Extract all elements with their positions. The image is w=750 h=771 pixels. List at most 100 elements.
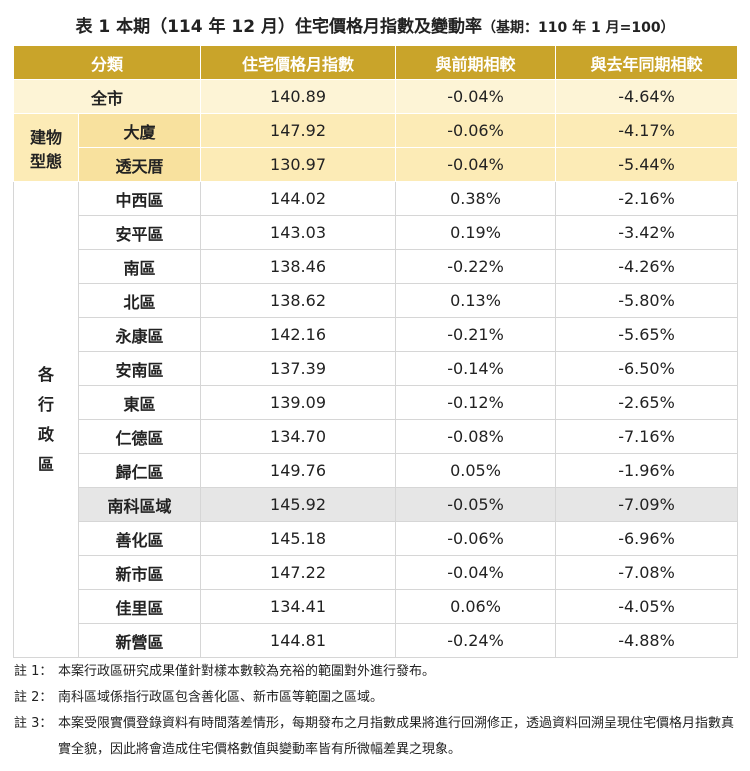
value-cell: -4.26% xyxy=(555,249,739,284)
notes: 註 1： 本案行政區研究成果僅針對樣本數較為充裕的範圍對外進行發布。註 2： 南科區… xyxy=(14,659,738,763)
data-row: 善化區 145.18 -0.06% -6.96% xyxy=(14,521,739,556)
value-cell: -0.05% xyxy=(395,487,557,522)
data-row: 北區 138.62 0.13% -5.80% xyxy=(14,283,739,318)
value-cell: 147.92 xyxy=(200,113,397,148)
value-cell: -0.04% xyxy=(395,555,557,590)
value-cell: 137.39 xyxy=(200,351,397,386)
row-name: 南區 xyxy=(77,249,202,284)
row-name: 中西區 xyxy=(77,181,202,216)
note: 註 2： 南科區域係指行政區包含善化區、新市區等範圍之區域。 xyxy=(14,685,738,711)
row-name: 東區 xyxy=(77,385,202,420)
note: 註 3： 本案受限實價登錄資料有時間落差情形，每期發布之月指數成果將進行回溯修正，… xyxy=(14,711,738,763)
value-cell: 0.19% xyxy=(395,215,557,250)
row-name: 善化區 xyxy=(77,521,202,556)
data-row: 佳里區 134.41 0.06% -4.05% xyxy=(14,589,739,624)
row-name: 北區 xyxy=(77,283,202,318)
value-cell: -0.06% xyxy=(395,113,557,148)
data-row: 安南區 137.39 -0.14% -6.50% xyxy=(14,351,739,386)
data-row: 仁德區 134.70 -0.08% -7.16% xyxy=(14,419,739,454)
note-text: 本案行政區研究成果僅針對樣本數較為充裕的範圍對外進行發布。 xyxy=(58,664,436,679)
value-cell: -0.08% xyxy=(395,419,557,454)
value-cell: 0.13% xyxy=(395,283,557,318)
data-row: 安平區 143.03 0.19% -3.42% xyxy=(14,215,739,250)
value-cell: -5.44% xyxy=(555,147,739,182)
note-label: 註 2： xyxy=(14,690,53,705)
value-cell: -4.64% xyxy=(555,79,739,114)
value-cell: -7.09% xyxy=(555,487,739,522)
note-label: 註 3： xyxy=(14,716,53,731)
note-text: 本案受限實價登錄資料有時間落差情形，每期發布之月指數成果將進行回溯修正，透過資料… xyxy=(58,716,735,757)
value-cell: 147.22 xyxy=(200,555,397,590)
note-text: 南科區域係指行政區包含善化區、新市區等範圍之區域。 xyxy=(58,690,384,705)
value-cell: -0.04% xyxy=(395,79,557,114)
group-label-line: 政 xyxy=(37,424,54,444)
data-row: 歸仁區 149.76 0.05% -1.96% xyxy=(14,453,739,488)
value-cell: 134.70 xyxy=(200,419,397,454)
data-row: 南科區域 145.92 -0.05% -7.09% xyxy=(14,487,739,522)
value-cell: -0.04% xyxy=(395,147,557,182)
value-cell: 0.05% xyxy=(395,453,557,488)
value-cell: -6.50% xyxy=(555,351,739,386)
title-text: 表 1 本期（114 年 12 月）住宅價格月指數及變動率 xyxy=(75,17,483,37)
value-cell: 0.06% xyxy=(395,589,557,624)
value-cell: -7.08% xyxy=(555,555,739,590)
value-cell: 145.92 xyxy=(200,487,397,522)
group-label-line: 區 xyxy=(37,454,54,474)
row-name: 新市區 xyxy=(77,555,202,590)
row-name: 歸仁區 xyxy=(77,453,202,488)
row-name: 仁德區 xyxy=(77,419,202,454)
value-cell: 134.41 xyxy=(200,589,397,624)
data-row: 東區 139.09 -0.12% -2.65% xyxy=(14,385,739,420)
row-name: 安南區 xyxy=(77,351,202,386)
value-cell: -0.21% xyxy=(395,317,557,352)
value-cell: 130.97 xyxy=(200,147,397,182)
row-name: 透天厝 xyxy=(77,147,202,182)
row-name: 新營區 xyxy=(77,623,202,658)
value-cell: 142.16 xyxy=(200,317,397,352)
header-cell: 與去年同期相較 xyxy=(555,45,739,80)
value-cell: -2.16% xyxy=(555,181,739,216)
value-cell: -0.12% xyxy=(395,385,557,420)
value-cell: -0.22% xyxy=(395,249,557,284)
value-cell: -0.06% xyxy=(395,521,557,556)
value-cell: 0.38% xyxy=(395,181,557,216)
value-cell: 143.03 xyxy=(200,215,397,250)
group-label: 建物 型態 xyxy=(13,113,79,182)
row-name: 全市 xyxy=(12,79,202,114)
header-cell: 分類 xyxy=(12,45,202,80)
title-note: （基期：110 年 1 月=100） xyxy=(482,20,675,36)
data-row: 透天厝 130.97 -0.04% -5.44% xyxy=(14,147,739,182)
value-cell: -0.14% xyxy=(395,351,557,386)
value-cell: 140.89 xyxy=(200,79,397,114)
note: 註 1： 本案行政區研究成果僅針對樣本數較為充裕的範圍對外進行發布。 xyxy=(14,659,738,685)
value-cell: -6.96% xyxy=(555,521,739,556)
value-cell: 144.02 xyxy=(200,181,397,216)
row-name: 佳里區 xyxy=(77,589,202,624)
data-row: 各行政區中西區 144.02 0.38% -2.16% xyxy=(13,181,739,658)
group-label-line: 建物 xyxy=(29,127,62,147)
data-row: 新市區 147.22 -0.04% -7.08% xyxy=(14,555,739,590)
index-table: 分類 住宅價格月指數 與前期相較 與去年同期相較 全市 140.89 -0.04% -4.64… xyxy=(12,45,739,658)
value-cell: -4.17% xyxy=(555,113,739,148)
value-cell: -0.24% xyxy=(395,623,557,658)
value-cell: 149.76 xyxy=(200,453,397,488)
data-row: 建物型態 大廈 147.92 -0.06% -4.17% xyxy=(13,113,739,182)
title: 表 1 本期（114 年 12 月）住宅價格月指數及變動率（基期：110 年 1… xyxy=(0,12,750,37)
value-cell: -5.65% xyxy=(555,317,739,352)
data-row: 南區 138.46 -0.22% -4.26% xyxy=(14,249,739,284)
header-cell: 住宅價格月指數 xyxy=(200,45,397,80)
value-cell: -4.88% xyxy=(555,623,739,658)
value-cell: -5.80% xyxy=(555,283,739,318)
group-label-line: 行 xyxy=(37,394,54,414)
group-label: 各行政區 xyxy=(13,181,79,658)
row-name: 大廈 xyxy=(77,113,202,148)
value-cell: -7.16% xyxy=(555,419,739,454)
row-name: 永康區 xyxy=(77,317,202,352)
value-cell: -2.65% xyxy=(555,385,739,420)
row-name: 南科區域 xyxy=(77,487,202,522)
group-label-line: 型態 xyxy=(29,151,62,171)
value-cell: 145.18 xyxy=(200,521,397,556)
value-cell: -1.96% xyxy=(555,453,739,488)
group-label-line: 各 xyxy=(37,364,54,384)
